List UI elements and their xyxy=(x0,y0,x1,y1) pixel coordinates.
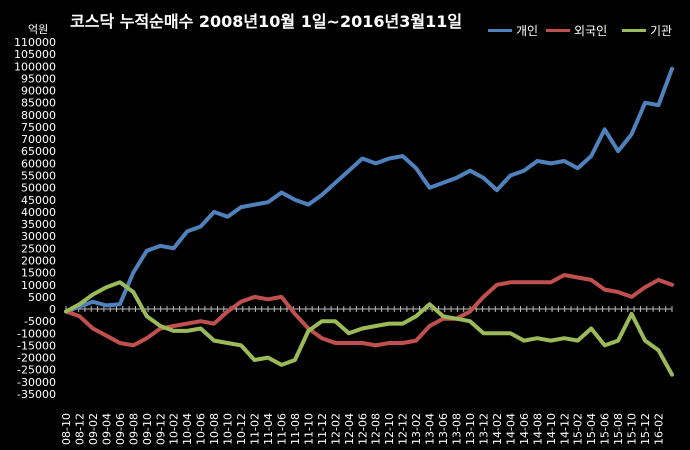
zero-axis-line xyxy=(65,306,673,313)
legend-item-institution: 기관 xyxy=(622,22,672,39)
x-tick-label: 10-04 xyxy=(181,413,194,445)
x-tick-label: 15-10 xyxy=(626,413,639,445)
y-tick-label: 80000 xyxy=(21,109,56,122)
x-tick-label: 10-12 xyxy=(235,413,248,445)
x-tick-label: 11-06 xyxy=(275,413,288,445)
y-tick-label: 100000 xyxy=(14,60,56,73)
x-tick-label: 12-06 xyxy=(356,413,369,445)
x-tick-label: 11-10 xyxy=(302,413,315,445)
x-tick-label: 11-08 xyxy=(289,413,302,445)
y-axis-ticks: 1100001050001000009500090000850008000075… xyxy=(14,36,56,401)
x-tick-label: 15-12 xyxy=(639,413,652,445)
legend-swatch-institution xyxy=(622,29,646,32)
x-tick-label: 15-06 xyxy=(599,413,612,445)
x-tick-label: 13-12 xyxy=(477,413,490,445)
y-tick-label: -15000 xyxy=(17,339,56,352)
y-tick-label: 55000 xyxy=(21,170,56,183)
y-tick-label: -5000 xyxy=(24,315,56,328)
x-tick-label: 12-12 xyxy=(397,413,410,445)
x-tick-label: 13-08 xyxy=(451,413,464,445)
x-tick-label: 10-10 xyxy=(222,413,235,445)
x-tick-label: 16-02 xyxy=(653,413,666,445)
y-tick-label: 50000 xyxy=(21,182,56,195)
x-tick-label: 12-02 xyxy=(329,413,342,445)
x-tick-label: 14-06 xyxy=(518,413,531,445)
x-tick-label: 13-06 xyxy=(437,413,450,445)
legend-swatch-foreign xyxy=(546,29,570,32)
y-tick-label: 25000 xyxy=(21,242,56,255)
x-tick-label: 11-04 xyxy=(262,413,275,445)
y-tick-label: 90000 xyxy=(21,85,56,98)
chart-title: 코스닥 누적순매수 2008년10월 1일~2016년3월11일 xyxy=(70,12,463,31)
y-tick-label: 40000 xyxy=(21,206,56,219)
x-tick-label: 13-04 xyxy=(424,413,437,445)
y-tick-label: 5000 xyxy=(28,291,56,304)
x-axis-ticks: 08-10 08-12 09-02 09-04 09-06 09-08 09-10 09-12… xyxy=(60,413,666,445)
x-tick-label: 13-10 xyxy=(464,413,477,445)
x-tick-label: 15-08 xyxy=(612,413,625,445)
x-tick-label: 09-10 xyxy=(141,413,154,445)
y-tick-label: 20000 xyxy=(21,254,56,267)
legend-label-individual: 개인 xyxy=(516,24,539,38)
x-tick-label: 08-10 xyxy=(60,413,73,445)
y-tick-label: -25000 xyxy=(17,364,56,377)
y-tick-label: -10000 xyxy=(17,327,56,340)
x-tick-label: 15-04 xyxy=(585,413,598,445)
x-tick-label: 09-12 xyxy=(154,413,167,445)
y-tick-label: 15000 xyxy=(21,267,56,280)
x-tick-label: 14-04 xyxy=(504,413,517,445)
y-tick-label: 75000 xyxy=(21,121,56,134)
y-tick-label: 70000 xyxy=(21,133,56,146)
y-tick-label: -30000 xyxy=(17,376,56,389)
x-tick-label: 10-06 xyxy=(195,413,208,445)
x-tick-label: 14-12 xyxy=(558,413,571,445)
legend-swatch-individual xyxy=(488,29,512,32)
x-tick-label: 09-02 xyxy=(87,413,100,445)
x-tick-label: 09-04 xyxy=(100,413,113,445)
x-tick-label: 14-02 xyxy=(491,413,504,445)
y-tick-label: 0 xyxy=(49,303,56,316)
y-tick-label: 95000 xyxy=(21,72,56,85)
x-tick-label: 14-08 xyxy=(531,413,544,445)
x-tick-label: 10-02 xyxy=(168,413,181,445)
x-tick-label: 12-10 xyxy=(383,413,396,445)
legend-label-institution: 기관 xyxy=(650,24,673,38)
series-line-개인 xyxy=(64,66,674,314)
y-tick-label: -20000 xyxy=(17,352,56,365)
legend-label-foreign: 외국인 xyxy=(574,24,608,38)
x-tick-label: 09-06 xyxy=(114,413,127,445)
series-lines xyxy=(64,66,674,377)
x-tick-label: 10-08 xyxy=(208,413,221,445)
y-tick-label: 65000 xyxy=(21,145,56,158)
y-tick-label: 105000 xyxy=(14,48,56,61)
series-line-기관 xyxy=(64,280,674,377)
x-tick-label: 09-08 xyxy=(127,413,140,445)
x-tick-label: 12-04 xyxy=(343,413,356,445)
x-tick-label: 14-10 xyxy=(545,413,558,445)
y-tick-label: 60000 xyxy=(21,157,56,170)
y-tick-label: 85000 xyxy=(21,97,56,110)
legend-item-foreign: 외국인 xyxy=(546,22,607,39)
y-tick-label: 10000 xyxy=(21,279,56,292)
x-tick-label: 08-12 xyxy=(73,413,86,445)
y-tick-label: 110000 xyxy=(14,36,56,49)
x-tick-label: 13-02 xyxy=(410,413,423,445)
x-tick-label: 15-02 xyxy=(572,413,585,445)
y-tick-label: 30000 xyxy=(21,230,56,243)
x-tick-label: 12-08 xyxy=(370,413,383,445)
x-tick-label: 11-02 xyxy=(249,413,262,445)
x-tick-label: 11-12 xyxy=(316,413,329,445)
legend-item-individual: 개인 xyxy=(488,22,538,39)
y-tick-label: 45000 xyxy=(21,194,56,207)
y-axis-unit-label: 억원 xyxy=(28,23,49,36)
y-tick-label: 35000 xyxy=(21,218,56,231)
y-tick-label: -35000 xyxy=(17,388,56,401)
